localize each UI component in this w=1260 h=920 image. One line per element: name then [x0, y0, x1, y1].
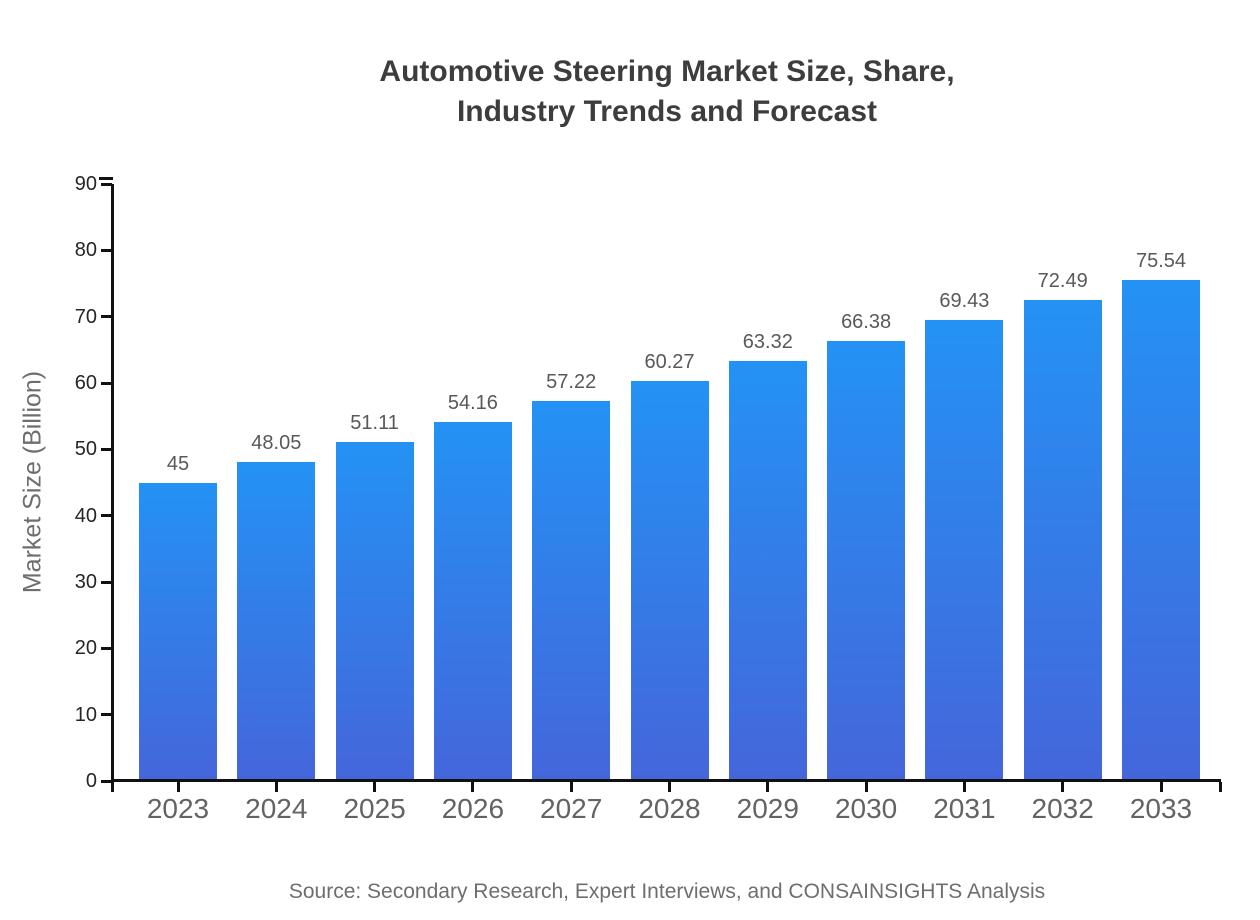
- x-tick-label-2025: 2025: [343, 793, 406, 824]
- y-tick-label-90: 90: [74, 173, 97, 195]
- y-axis-top-cap: [99, 177, 113, 180]
- x-tick-label-2031: 2031: [933, 793, 996, 824]
- x-axis-start-tick: [111, 782, 114, 792]
- bar-2029: [728, 360, 807, 779]
- bar-value-label-2025: 51.11: [350, 411, 399, 434]
- bar-value-label-2030: 66.38: [841, 310, 892, 333]
- bar-2033: [1122, 279, 1200, 779]
- x-tick-label-2033: 2033: [1129, 793, 1193, 824]
- x-tick-label-2030: 2030: [834, 793, 898, 824]
- y-axis-line: [111, 184, 114, 782]
- x-tick-label-2023: 2023: [146, 793, 210, 824]
- bar-2032: [1023, 300, 1102, 779]
- y-tick-90: [101, 182, 112, 186]
- y-tick-80: [101, 248, 112, 252]
- bar-2026: [433, 421, 512, 779]
- y-axis-title: Market Size (Billion): [18, 370, 47, 594]
- bar-2030: [827, 340, 906, 779]
- x-tick-2027: [569, 782, 573, 792]
- x-tick-label-2027: 2027: [540, 793, 603, 824]
- y-tick-20: [101, 646, 112, 650]
- source-note: Source: Secondary Research, Expert Inter…: [288, 880, 1046, 903]
- chart-title-line1: Automotive Steering Market Size, Share,: [379, 55, 955, 88]
- y-tick-0: [101, 779, 112, 783]
- x-tick-2031: [962, 782, 966, 792]
- y-tick-label-60: 60: [74, 372, 97, 394]
- x-tick-2023: [176, 782, 180, 792]
- y-tick-label-40: 40: [74, 504, 97, 527]
- x-axis-line: [111, 779, 1221, 782]
- y-tick-label-10: 10: [74, 703, 97, 726]
- y-tick-70: [101, 315, 112, 319]
- y-tick-60: [101, 381, 112, 385]
- x-tick-2025: [373, 782, 377, 792]
- x-tick-label-2026: 2026: [441, 793, 505, 824]
- x-tick-label-2028: 2028: [638, 793, 701, 824]
- y-tick-label-0: 0: [85, 770, 97, 792]
- bar-2023: [139, 482, 217, 779]
- x-tick-2028: [668, 782, 671, 792]
- chart-title-line2: Industry Trends and Forecast: [456, 95, 878, 128]
- bar-value-label-2032: 72.49: [1037, 270, 1088, 293]
- x-tick-2029: [766, 782, 770, 792]
- x-tick-2033: [1159, 782, 1163, 792]
- x-tick-label-2032: 2032: [1031, 793, 1094, 824]
- y-tick-30: [101, 580, 112, 584]
- x-tick-label-2029: 2029: [736, 793, 799, 824]
- y-tick-10: [101, 713, 112, 717]
- bar-2031: [925, 320, 1004, 779]
- x-tick-2032: [1061, 782, 1065, 792]
- bar-value-label-2026: 54.16: [447, 391, 498, 414]
- bar-value-label-2031: 69.43: [939, 290, 990, 313]
- x-tick-2030: [864, 782, 868, 792]
- x-tick-2026: [471, 782, 475, 792]
- x-axis-end-tick: [1219, 782, 1222, 792]
- bar-value-label-2024: 48.05: [251, 432, 302, 455]
- y-tick-label-70: 70: [74, 305, 97, 328]
- bar-value-label-2033: 75.54: [1135, 249, 1187, 272]
- y-tick-label-20: 20: [74, 637, 97, 660]
- y-tick-label-30: 30: [74, 571, 97, 593]
- bar-2024: [237, 462, 316, 779]
- chart-title: Automotive Steering Market Size, Share, …: [113, 52, 1221, 132]
- y-tick-label-50: 50: [74, 438, 97, 461]
- y-tick-40: [101, 514, 112, 518]
- bar-2025: [335, 441, 414, 779]
- y-tick-label-80: 80: [74, 239, 97, 262]
- x-tick-label-2024: 2024: [245, 793, 308, 824]
- bar-value-label-2029: 63.32: [742, 330, 793, 353]
- bar-value-label-2027: 57.22: [546, 371, 597, 394]
- bar-value-label-2028: 60.27: [644, 351, 695, 374]
- bar-2027: [532, 401, 611, 779]
- y-tick-50: [101, 447, 112, 451]
- bar-2028: [630, 381, 709, 779]
- bar-value-label-2023: 45: [166, 452, 190, 475]
- x-tick-2024: [274, 782, 278, 792]
